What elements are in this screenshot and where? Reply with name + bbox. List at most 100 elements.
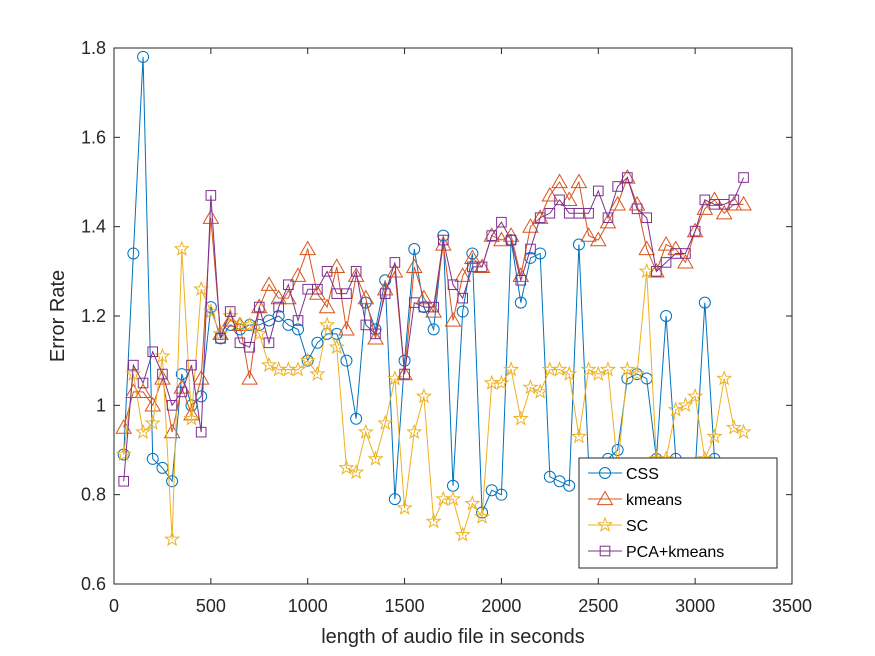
data-point-pca-kmeans [273, 301, 284, 313]
data-point-kmeans [125, 383, 142, 399]
data-point-kmeans [396, 365, 413, 381]
data-point-css [427, 323, 440, 336]
data-point-pca-kmeans [215, 333, 226, 344]
data-point-pca-kmeans [370, 328, 381, 340]
data-point-sc [241, 316, 258, 332]
data-point-sc [464, 495, 481, 511]
data-point-pca-kmeans [399, 368, 410, 380]
data-point-kmeans [657, 236, 675, 251]
data-point-pca-kmeans [554, 194, 565, 206]
data-point-pca-kmeans [728, 194, 740, 206]
data-point-sc [319, 316, 336, 332]
data-point-sc [677, 396, 694, 413]
y-axis-label: Error Rate [47, 270, 69, 362]
data-point-pca-kmeans [166, 400, 178, 411]
data-point-kmeans [454, 267, 472, 282]
y-tick-label: 1 [96, 395, 106, 415]
legend-label-kmeans: kmeans [626, 492, 682, 509]
data-point-kmeans [231, 316, 249, 332]
series-line-sc [123, 248, 744, 540]
y-tick-label: 0.8 [81, 485, 106, 505]
data-point-css [262, 314, 275, 327]
data-point-pca-kmeans [224, 306, 236, 317]
data-point-kmeans [580, 227, 597, 242]
data-point-sc [309, 365, 326, 381]
legend-box [578, 457, 778, 569]
data-point-kmeans [473, 258, 491, 273]
data-point-sc [425, 513, 442, 529]
data-point-sc [590, 365, 607, 381]
data-point-sc [328, 338, 345, 355]
data-point-css [514, 296, 527, 309]
y-tick-label: 1.6 [81, 127, 106, 147]
legend: CSS kmeans SC PCA+kmeans [578, 457, 778, 569]
data-point-pca-kmeans [379, 288, 391, 299]
data-point-css [117, 448, 130, 461]
data-point-css [495, 488, 508, 501]
data-point-kmeans [648, 262, 665, 278]
data-point-kmeans [357, 289, 375, 305]
data-point-sc [251, 325, 268, 341]
data-point-css [485, 484, 498, 497]
data-point-sc [396, 499, 413, 515]
data-point-sc [570, 428, 587, 444]
data-point-sc [260, 356, 278, 372]
legend-marker-css [599, 467, 611, 479]
data-point-pca-kmeans [689, 225, 701, 237]
data-point-css [572, 238, 585, 251]
legend-marker-sc [596, 516, 614, 532]
data-point-kmeans [706, 191, 723, 206]
legend-marker-kmeans [596, 490, 614, 506]
data-point-pca-kmeans [147, 346, 159, 358]
data-point-pca-kmeans [157, 368, 168, 380]
data-point-kmeans [570, 173, 588, 189]
data-point-pca-kmeans [389, 257, 401, 268]
data-point-pca-kmeans [438, 234, 449, 246]
series-line-pca-kmeans [123, 176, 745, 482]
data-point-pca-kmeans [583, 207, 594, 219]
data-point-pca-kmeans [612, 181, 623, 192]
data-point-sc [522, 379, 539, 395]
data-point-kmeans [405, 258, 423, 273]
data-point-pca-kmeans [515, 274, 527, 286]
data-point-sc [561, 365, 578, 381]
data-point-sc [716, 370, 733, 386]
data-point-pca-kmeans [205, 190, 217, 201]
x-tick-label: 3000 [675, 596, 715, 616]
data-point-sc [735, 423, 752, 439]
legend-entry-sc: SC [588, 516, 648, 535]
data-point-sc [348, 463, 365, 480]
data-point-kmeans [367, 329, 384, 345]
y-axis: 0.6 0.8 1 1.2 1.4 1.6 1.8 [81, 38, 792, 594]
data-point-kmeans [183, 405, 200, 421]
data-point-kmeans [338, 320, 355, 336]
data-point-sc [135, 423, 152, 439]
data-point-kmeans [444, 311, 462, 327]
data-point-css [146, 452, 159, 465]
data-point-sc [532, 383, 549, 399]
data-point-sc [444, 490, 462, 506]
legend-label-sc: SC [626, 518, 648, 535]
data-point-pca-kmeans [622, 172, 633, 183]
data-point-css [476, 506, 489, 519]
data-point-sc [377, 414, 394, 431]
data-point-sc [503, 361, 520, 377]
data-point-pca-kmeans [283, 279, 294, 291]
y-tick-label: 1.8 [81, 38, 106, 58]
data-point-kmeans [464, 249, 481, 265]
data-point-kmeans [483, 227, 501, 242]
x-tick-label: 2000 [481, 596, 521, 616]
data-point-kmeans [531, 209, 549, 224]
data-point-kmeans [386, 262, 404, 278]
x-tick-label: 1000 [288, 596, 328, 616]
data-point-sc [474, 508, 491, 524]
data-point-pca-kmeans [263, 337, 275, 349]
series-pca-kmeans [118, 172, 749, 487]
data-point-kmeans [638, 240, 656, 256]
data-point-kmeans [599, 213, 617, 229]
data-point-kmeans [347, 267, 365, 282]
data-point-pca-kmeans [631, 203, 643, 215]
data-point-pca-kmeans [660, 257, 672, 268]
data-point-css [543, 470, 556, 483]
data-point-sc [415, 387, 432, 404]
